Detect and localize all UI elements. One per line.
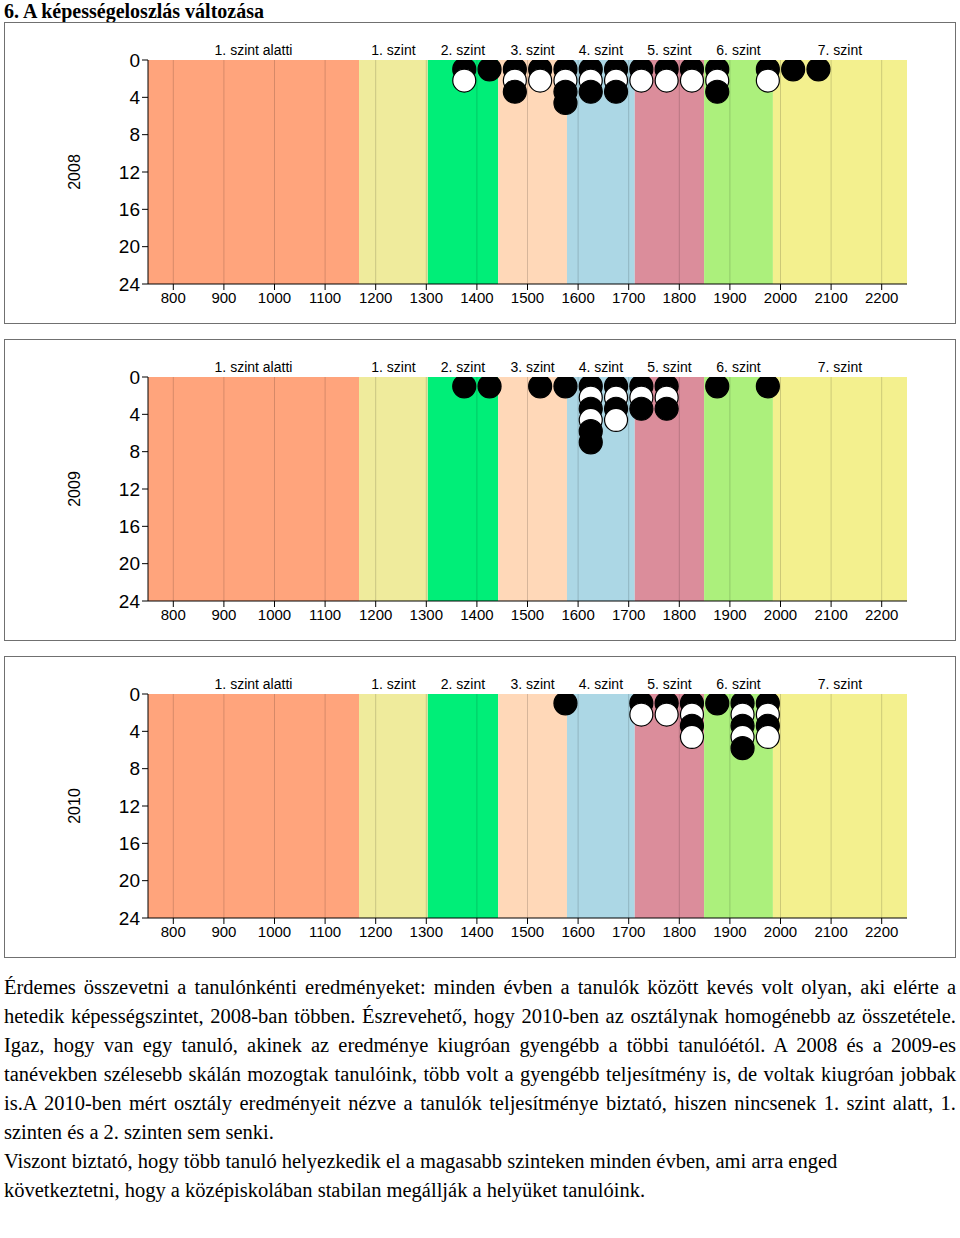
html-text:Viszont biztató, hogy több tan: Viszont biztató, hogy több tanuló helyez… [4, 1150, 838, 1201]
svg-text:1400: 1400 [460, 923, 493, 940]
svg-text:3. szint: 3. szint [510, 42, 554, 58]
svg-text:2010: 2010 [66, 788, 83, 824]
svg-text:3. szint: 3. szint [510, 359, 554, 375]
svg-text:20: 20 [119, 553, 140, 574]
svg-text:1700: 1700 [612, 923, 645, 940]
svg-text:5. szint: 5. szint [647, 676, 691, 692]
svg-text:1600: 1600 [561, 923, 594, 940]
svg-text:8: 8 [129, 124, 140, 145]
svg-text:12: 12 [119, 479, 140, 500]
svg-text:3. szint: 3. szint [510, 676, 554, 692]
svg-text:4. szint: 4. szint [579, 359, 623, 375]
svg-text:1. szint alatti: 1. szint alatti [215, 676, 293, 692]
svg-text:1800: 1800 [663, 923, 696, 940]
svg-text:16: 16 [119, 199, 140, 220]
svg-text:8: 8 [129, 441, 140, 462]
svg-text:1700: 1700 [612, 289, 645, 306]
svg-text:4. szint: 4. szint [579, 42, 623, 58]
svg-text:20: 20 [119, 870, 140, 891]
svg-text:2100: 2100 [814, 289, 847, 306]
svg-text:900: 900 [211, 923, 236, 940]
svg-text:1200: 1200 [359, 289, 392, 306]
svg-text:5. szint: 5. szint [647, 359, 691, 375]
svg-text:1200: 1200 [359, 923, 392, 940]
svg-text:4: 4 [129, 404, 140, 425]
svg-text:2000: 2000 [764, 606, 797, 623]
svg-text:1300: 1300 [410, 606, 443, 623]
svg-text:24: 24 [119, 908, 141, 929]
svg-text:1100: 1100 [309, 289, 341, 306]
svg-text:7. szint: 7. szint [818, 359, 862, 375]
svg-text:24: 24 [119, 591, 141, 612]
svg-text:6. szint: 6. szint [716, 359, 760, 375]
svg-text:1100: 1100 [309, 606, 341, 623]
svg-text:1100: 1100 [309, 923, 341, 940]
svg-text:7. szint: 7. szint [818, 676, 862, 692]
svg-text:1200: 1200 [359, 606, 392, 623]
svg-text:800: 800 [161, 923, 186, 940]
svg-text:1500: 1500 [511, 923, 544, 940]
svg-text:900: 900 [211, 289, 236, 306]
svg-text:5. szint: 5. szint [647, 42, 691, 58]
svg-text:2200: 2200 [865, 289, 898, 306]
svg-text:1900: 1900 [713, 606, 746, 623]
svg-text:6. szint: 6. szint [716, 676, 760, 692]
svg-text:16: 16 [119, 833, 140, 854]
svg-text:6. szint: 6. szint [716, 42, 760, 58]
svg-text:1. szint: 1. szint [371, 359, 415, 375]
svg-text:8: 8 [129, 758, 140, 779]
svg-text:0: 0 [129, 50, 140, 71]
svg-text:1700: 1700 [612, 606, 645, 623]
svg-text:1300: 1300 [410, 289, 443, 306]
svg-text:16: 16 [119, 516, 140, 537]
svg-text:800: 800 [161, 289, 186, 306]
svg-text:1300: 1300 [410, 923, 443, 940]
svg-text:1. szint alatti: 1. szint alatti [215, 359, 293, 375]
svg-text:2. szint: 2. szint [441, 42, 485, 58]
html-text:6. A képességeloszlás változás: 6. A képességeloszlás változása [4, 0, 264, 22]
svg-text:2008: 2008 [66, 154, 83, 190]
svg-text:1600: 1600 [561, 289, 594, 306]
html-text:Érdemes összevetni a tanulónké: Érdemes összevetni a tanulónkénti eredmé… [4, 976, 956, 1143]
svg-text:1500: 1500 [511, 289, 544, 306]
svg-text:1000: 1000 [258, 923, 291, 940]
svg-text:4: 4 [129, 721, 140, 742]
svg-text:1000: 1000 [258, 606, 291, 623]
svg-text:1. szint: 1. szint [371, 676, 415, 692]
svg-text:1. szint alatti: 1. szint alatti [215, 42, 293, 58]
svg-text:2200: 2200 [865, 923, 898, 940]
svg-text:1. szint: 1. szint [371, 42, 415, 58]
svg-text:4: 4 [129, 87, 140, 108]
svg-text:0: 0 [129, 684, 140, 705]
svg-text:1000: 1000 [258, 289, 291, 306]
svg-text:7. szint: 7. szint [818, 42, 862, 58]
svg-text:12: 12 [119, 796, 140, 817]
svg-text:800: 800 [161, 606, 186, 623]
svg-text:900: 900 [211, 606, 236, 623]
svg-text:2200: 2200 [865, 606, 898, 623]
svg-text:1800: 1800 [663, 606, 696, 623]
svg-text:12: 12 [119, 162, 140, 183]
svg-text:4. szint: 4. szint [579, 676, 623, 692]
svg-text:20: 20 [119, 236, 140, 257]
svg-text:2. szint: 2. szint [441, 676, 485, 692]
svg-text:2100: 2100 [814, 923, 847, 940]
svg-text:0: 0 [129, 367, 140, 388]
svg-text:1800: 1800 [663, 289, 696, 306]
svg-text:24: 24 [119, 274, 141, 295]
svg-text:1600: 1600 [561, 606, 594, 623]
svg-text:2100: 2100 [814, 606, 847, 623]
svg-text:1900: 1900 [713, 923, 746, 940]
svg-text:1900: 1900 [713, 289, 746, 306]
svg-text:1400: 1400 [460, 289, 493, 306]
svg-text:1500: 1500 [511, 606, 544, 623]
svg-text:1400: 1400 [460, 606, 493, 623]
svg-text:2000: 2000 [764, 289, 797, 306]
svg-text:2000: 2000 [764, 923, 797, 940]
svg-text:2009: 2009 [66, 471, 83, 507]
svg-text:2. szint: 2. szint [441, 359, 485, 375]
